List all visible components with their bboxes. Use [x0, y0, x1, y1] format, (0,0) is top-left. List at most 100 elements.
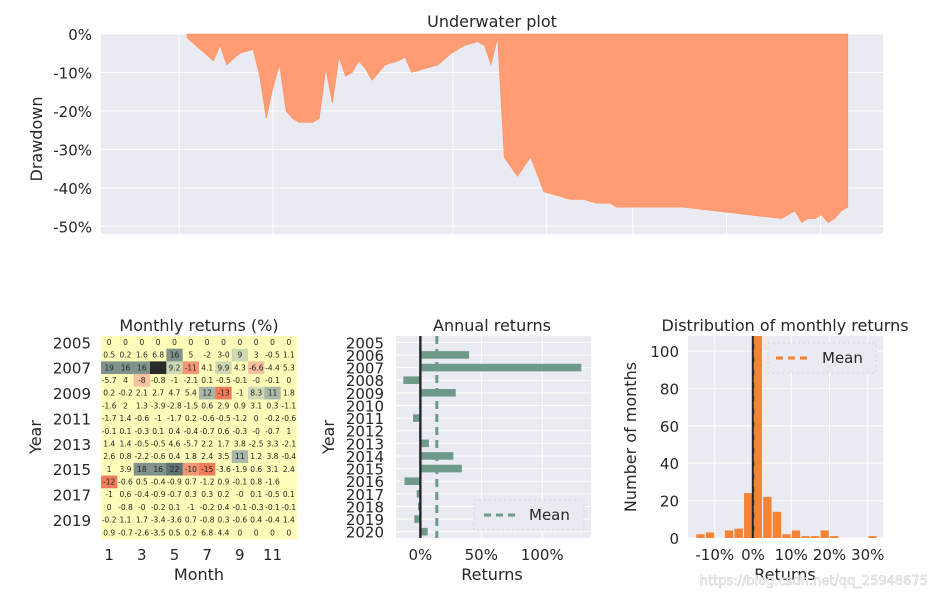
heatmap-cell-label: 16	[121, 363, 131, 372]
heatmap-xtick-label: 1	[104, 546, 114, 564]
heatmap-cell-label: 3.5	[218, 452, 230, 461]
heatmap-cell-label: -6.6	[249, 363, 264, 372]
heatmap-cell	[101, 500, 118, 514]
heatmap-cell-label: 16	[170, 351, 180, 360]
annual-legend: Mean	[473, 499, 585, 531]
heatmap-cell-label: -0.2	[265, 414, 280, 423]
heatmap-cell-label: -0.1	[265, 503, 280, 512]
heatmap-title: Monthly returns (%)	[119, 316, 278, 335]
heatmap-cell-label: -0.4	[135, 490, 150, 499]
heatmap-cell	[215, 500, 232, 514]
heatmap-cell-label: 2.7	[152, 389, 164, 398]
heatmap-cell	[117, 374, 134, 388]
heatmap-cell	[215, 513, 232, 527]
heatmap-cell	[280, 513, 298, 527]
heatmap-cell-label: -1	[105, 490, 113, 499]
heatmap-cell-label: 5.3	[283, 363, 295, 372]
heatmap-cell-label: -0.2	[118, 389, 133, 398]
heatmap-cell-label: 2.9	[218, 401, 230, 410]
annual-bar	[420, 464, 462, 473]
heatmap-cell-label: -0.7	[265, 427, 280, 436]
heatmap-cell-label: -5.7	[102, 376, 117, 385]
heatmap-cell-label: -0.8	[200, 516, 215, 525]
heatmap-cell-label: 0.1	[169, 503, 181, 512]
heatmap-cell-label: -1.9	[233, 465, 248, 474]
heatmap-cell-label: 0.2	[185, 414, 197, 423]
heatmap-cell-label: 0	[205, 338, 210, 347]
heatmap-cell-label: 0	[254, 528, 259, 537]
heatmap-cell-label: 4.1	[201, 363, 213, 372]
heatmap-cell-label: 3.1	[267, 465, 279, 474]
heatmap-cell-label: 1.4	[120, 414, 132, 423]
heatmap-cell-label: -12	[103, 478, 115, 487]
heatmap-cell	[182, 361, 200, 375]
heatmap-xlabel: Month	[174, 565, 224, 584]
heatmap-cell	[231, 526, 249, 540]
heatmap-cell-label: -3.9	[151, 401, 166, 410]
heatmap-cell-label: 1.3	[136, 401, 148, 410]
heatmap-cell	[199, 450, 216, 464]
heatmap-cell	[117, 386, 134, 400]
heatmap-cell	[248, 513, 265, 527]
heatmap-cell	[248, 412, 265, 426]
heatmap-cell	[215, 374, 232, 388]
annual-bar	[420, 363, 582, 372]
heatmap-cell-label: 0	[188, 338, 193, 347]
heatmap-cell-label: -0.6	[233, 516, 248, 525]
heatmap-cell-label: -0.6	[200, 414, 215, 423]
underwater-ytick-label: -50%	[53, 218, 92, 236]
heatmap-cell-label: 1.1	[120, 516, 132, 525]
heatmap-cell	[133, 462, 151, 476]
annual-legend-box	[473, 499, 585, 531]
heatmap-cell	[215, 386, 232, 400]
annual-ytick-label: 2020	[346, 524, 384, 542]
annual-xtick-label: 100%	[521, 546, 564, 564]
heatmap-cell-label: 0.6	[120, 490, 132, 499]
distribution-bar	[705, 532, 715, 538]
heatmap-cell	[117, 424, 134, 438]
heatmap-cell	[215, 450, 232, 464]
heatmap-ytick-label: 2015	[53, 461, 91, 479]
heatmap-cell	[133, 526, 151, 540]
heatmap-cell	[280, 386, 298, 400]
heatmap-cell	[215, 361, 232, 375]
heatmap-cell-label: -0.4	[282, 452, 297, 461]
heatmap-cell-label: -0	[236, 490, 244, 499]
heatmap-cell-label: 19	[104, 363, 114, 372]
heatmap-cell	[182, 374, 200, 388]
heatmap-cell-label: 6.8	[152, 351, 164, 360]
heatmap-cell-label: 0.6	[201, 401, 213, 410]
heatmap-ytick-label: 2017	[53, 487, 91, 505]
heatmap-cell	[182, 399, 200, 413]
heatmap-cell-label: -13	[217, 389, 229, 398]
heatmap-cell-label: -1.7	[102, 414, 117, 423]
annual-xlabel: Returns	[461, 565, 522, 584]
heatmap-cell	[182, 526, 200, 540]
annual-bar	[416, 490, 421, 498]
heatmap-cell	[231, 513, 249, 527]
heatmap-cell	[199, 424, 216, 438]
underwater-ytick-label: -20%	[53, 103, 92, 121]
heatmap-cell	[264, 450, 281, 464]
heatmap-cell-label: 12	[202, 389, 212, 398]
distribution-ytick-label: 80	[660, 380, 679, 398]
heatmap-cell	[101, 336, 118, 349]
heatmap-cell-label: 0	[286, 528, 291, 537]
heatmap-cell-label: -0.7	[118, 528, 133, 537]
heatmap-cell	[199, 437, 216, 451]
heatmap-cell-label: -0.6	[118, 478, 133, 487]
heatmap-cell-label: 0.5	[169, 528, 181, 537]
distribution-bar	[763, 496, 772, 538]
heatmap-cell	[133, 488, 151, 502]
heatmap-cell-label: 0	[237, 338, 242, 347]
heatmap-cell	[248, 348, 265, 362]
heatmap-cell	[231, 462, 249, 476]
distribution-xtick-label: 0%	[741, 546, 765, 564]
heatmap-cell-label: 0.5	[103, 351, 115, 360]
heatmap-cell	[133, 361, 151, 375]
heatmap-cell	[101, 361, 118, 375]
heatmap-cell-label: -0.5	[216, 414, 231, 423]
heatmap-cell-label: -3.5	[151, 528, 166, 537]
heatmap-cell-label: -0.1	[265, 376, 280, 385]
heatmap-cell	[150, 500, 167, 514]
